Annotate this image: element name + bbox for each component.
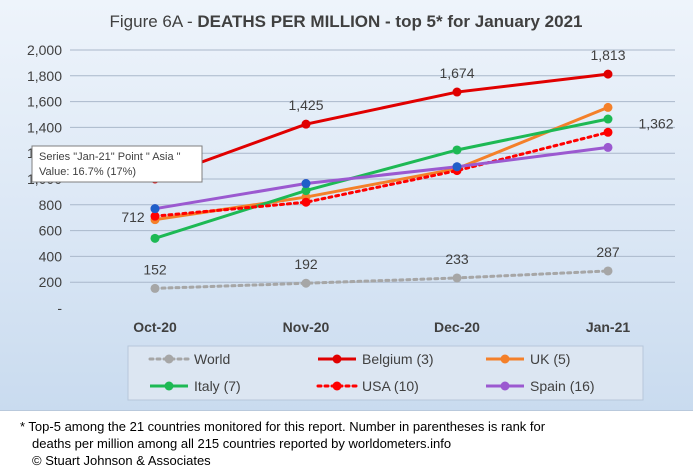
legend-swatch-marker — [500, 354, 510, 364]
chart-title-prefix: Figure 6A - — [110, 12, 198, 31]
legend-label: Italy (7) — [194, 378, 241, 394]
footnote-line-2: deaths per million among all 215 countri… — [32, 436, 452, 451]
y-tick-label: 1,600 — [27, 94, 62, 110]
tooltip-line-2: Value: 16.7% (17%) — [39, 166, 136, 178]
data-point — [603, 114, 613, 124]
data-point — [452, 87, 462, 97]
data-point — [452, 145, 462, 155]
legend-label: World — [194, 351, 230, 367]
tooltip: Series "Jan-21" Point " Asia " Value: 16… — [31, 145, 203, 183]
legend-label: UK (5) — [530, 351, 570, 367]
data-label: 152 — [143, 261, 167, 277]
legend-label: Belgium (3) — [362, 351, 434, 367]
deaths-per-million-chart: Figure 6A - DEATHS PER MILLION - top 5* … — [27, 12, 675, 401]
y-tick-label: 200 — [39, 274, 63, 290]
data-label: 192 — [294, 256, 318, 272]
data-point — [603, 69, 613, 79]
data-point — [301, 186, 311, 196]
y-tick-label: - — [57, 300, 62, 316]
copyright-line: © Stuart Johnson & Associates — [32, 453, 211, 468]
data-point — [603, 102, 613, 112]
data-label: 1,425 — [288, 97, 323, 113]
data-point — [603, 127, 613, 137]
legend-label: USA (10) — [362, 378, 419, 394]
legend-swatch-marker — [164, 381, 174, 391]
chart-panel: Figure 6A - DEATHS PER MILLION - top 5* … — [0, 0, 693, 411]
data-label: 287 — [596, 244, 620, 260]
series-line — [154, 117, 609, 240]
legend-swatch-marker — [332, 381, 342, 391]
tooltip-box — [31, 145, 203, 183]
data-label: 1,674 — [439, 65, 474, 81]
data-label: 1,813 — [590, 47, 625, 63]
data-point — [150, 211, 160, 221]
data-point — [603, 266, 613, 276]
footnote-line-1: * Top-5 among the 21 countries monitored… — [20, 419, 546, 434]
series-line — [154, 72, 609, 181]
y-tick-label: 600 — [39, 223, 63, 239]
legend-box — [127, 345, 644, 401]
series-line — [153, 130, 610, 218]
y-tick-label: 1,400 — [27, 119, 62, 135]
data-point — [452, 273, 462, 283]
legend-swatch-marker — [164, 354, 174, 364]
series-line — [154, 106, 609, 222]
data-point — [150, 283, 160, 293]
tooltip-line-1: Series "Jan-21" Point " Asia " — [39, 151, 181, 163]
data-label: 233 — [445, 251, 469, 267]
data-point — [150, 233, 160, 243]
footnote: * Top-5 among the 21 countries monitored… — [20, 418, 680, 469]
legend-swatch-marker — [332, 354, 342, 364]
data-point — [301, 179, 311, 189]
data-point — [603, 142, 613, 152]
series-line — [154, 145, 609, 211]
data-label: 712 — [121, 209, 145, 225]
x-tick-label: Nov-20 — [283, 319, 330, 335]
series-line — [153, 269, 610, 290]
chart-title: Figure 6A - DEATHS PER MILLION - top 5* … — [110, 12, 583, 31]
data-point — [452, 162, 462, 172]
y-tick-label: 800 — [39, 197, 63, 213]
legend-label: Spain (16) — [530, 378, 595, 394]
x-tick-label: Jan-21 — [586, 319, 631, 335]
y-tick-label: 400 — [39, 248, 63, 264]
x-tick-label: Oct-20 — [133, 319, 177, 335]
x-tick-label: Dec-20 — [434, 319, 480, 335]
data-point — [150, 204, 160, 214]
legend-swatch-marker — [500, 381, 510, 391]
data-label: 1,362 — [638, 115, 673, 131]
y-tick-label: 2,000 — [27, 42, 62, 58]
data-point — [301, 119, 311, 129]
data-point — [301, 197, 311, 207]
data-point — [301, 278, 311, 288]
y-tick-label: 1,800 — [27, 68, 62, 84]
chart-title-bold: DEATHS PER MILLION - top 5* for January … — [197, 12, 582, 31]
